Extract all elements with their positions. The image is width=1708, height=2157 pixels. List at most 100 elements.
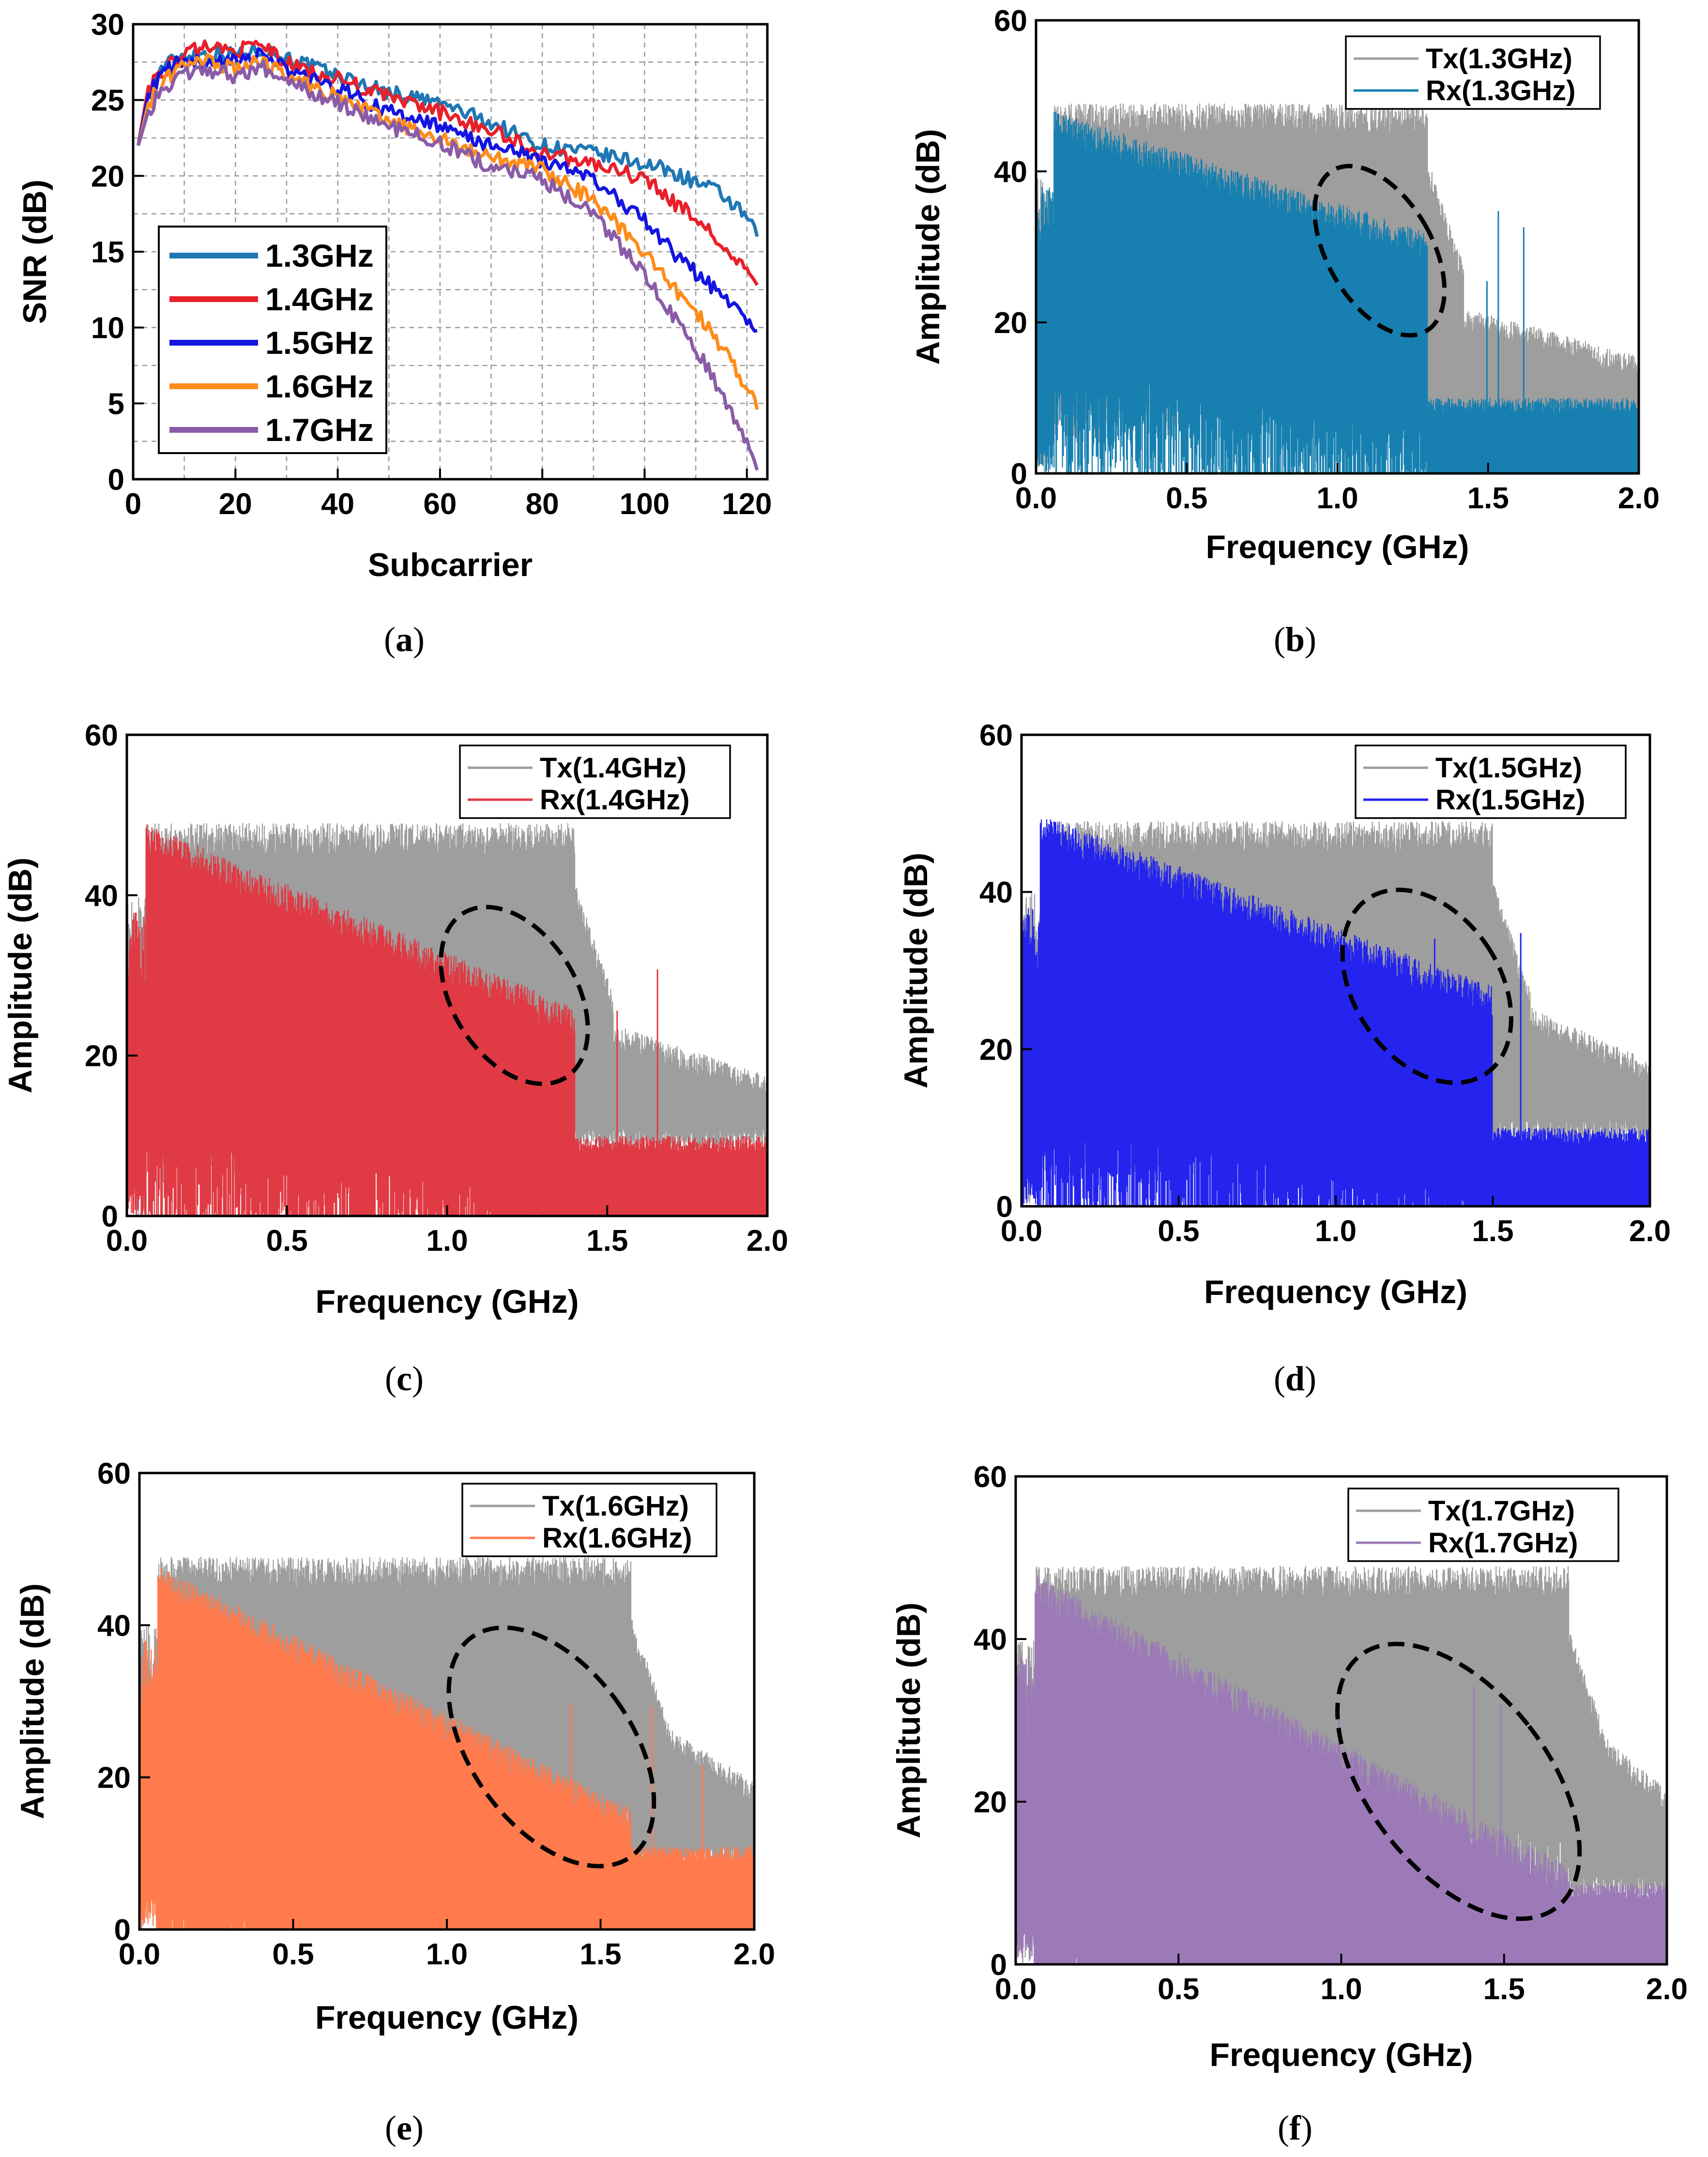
panel-caption: (a): [384, 620, 425, 659]
legend-label-tx: Tx(1.6GHz): [542, 1490, 689, 1522]
y-axis-label: Amplitude (dB): [2, 857, 39, 1093]
legend-label: 1.7GHz: [265, 412, 374, 448]
legend: Tx(1.5GHz)Rx(1.5GHz): [1355, 744, 1627, 819]
panel-f: 0.0 0.5 1.0 1.5 2.0 0 20 40 60 Frequency (GHz) Amp…: [890, 1460, 1688, 2147]
legend-label-rx: Rx(1.6GHz): [542, 1522, 692, 1554]
panel-caption: (f): [1278, 2109, 1312, 2147]
panel-d: 0.0 0.5 1.0 1.5 2.0 0 20 40 60 Frequency (GHz) Amp…: [898, 719, 1671, 1398]
rx-spectrum: [127, 824, 767, 1216]
x-tick-label: 1.5: [1472, 1215, 1513, 1248]
x-tick-label: 100: [620, 487, 670, 521]
legend-box: [1355, 744, 1627, 819]
caption-open: (: [385, 2109, 396, 2147]
y-tick-label: 15: [91, 236, 124, 269]
caption-close: ): [413, 620, 425, 659]
x-tick-label: 2.0: [1646, 1973, 1688, 2006]
caption-letter: f: [1289, 2109, 1301, 2147]
y-axis-label: Amplitude (dB): [14, 1583, 51, 1819]
x-tick-label: 1.0: [1316, 482, 1358, 515]
y-tick-label: 0: [1011, 457, 1027, 491]
x-tick-label: 1.0: [1315, 1215, 1357, 1248]
legend-label-tx: Tx(1.4GHz): [540, 752, 686, 784]
y-axis-label: Amplitude (dB): [910, 129, 946, 365]
legend-box: [459, 744, 731, 819]
legend-label-tx: Tx(1.7GHz): [1428, 1495, 1575, 1527]
x-axis-label: Frequency (GHz): [1205, 529, 1469, 565]
caption-close: ): [1305, 620, 1316, 659]
y-tick-label: 40: [994, 155, 1027, 189]
legend-label-rx: Rx(1.3GHz): [1426, 75, 1575, 106]
panel-caption: (b): [1274, 620, 1316, 659]
y-tick-label: 0: [102, 1200, 118, 1233]
x-tick-label: 1.0: [426, 1938, 468, 1971]
rx-spectrum: [1022, 819, 1650, 1206]
caption-open: (: [384, 620, 396, 659]
x-axis-label: Frequency (GHz): [315, 1283, 579, 1320]
x-tick-label: 1.0: [426, 1224, 468, 1258]
caption-close: ): [412, 2109, 424, 2147]
x-tick-label: 2.0: [1629, 1215, 1671, 1248]
x-tick-label: 0.0: [1015, 482, 1057, 515]
x-tick-label: 0.0: [106, 1224, 148, 1258]
rx-spectrum: [1016, 1577, 1667, 1964]
dashed-ellipse-annotation: [446, 1625, 656, 1868]
x-tick-label: 1.5: [1467, 482, 1509, 515]
y-tick-label: 40: [974, 1623, 1007, 1656]
caption-open: (: [1278, 2109, 1289, 2147]
y-tick-label: 0: [108, 463, 124, 497]
y-tick-label: 20: [974, 1786, 1007, 1819]
legend-label: 1.3GHz: [265, 238, 374, 273]
x-tick-label: 1.5: [1483, 1973, 1525, 2006]
y-tick-label: 20: [91, 160, 124, 193]
dashed-ellipse-annotation: [439, 905, 590, 1086]
legend-label: 1.5GHz: [265, 325, 374, 361]
panel-caption: (e): [385, 2109, 424, 2147]
caption-letter: a: [396, 620, 413, 659]
y-tick-label: 25: [91, 84, 124, 118]
x-tick-label: 0.0: [995, 1973, 1037, 2006]
series-line-1.4GHz: [137, 39, 759, 286]
spectrum-data: [1016, 1565, 1667, 1964]
legend-box: [1347, 1488, 1619, 1562]
x-axis-label: Frequency (GHz): [1209, 2036, 1473, 2073]
spectrum-data: [1036, 103, 1639, 473]
y-axis-label: SNR (dB): [16, 180, 53, 324]
legend: Tx(1.7GHz)Rx(1.7GHz): [1347, 1488, 1619, 1562]
panel-caption: (d): [1274, 1359, 1316, 1398]
x-axis-label: Frequency (GHz): [1204, 1274, 1467, 1310]
dashed-ellipse-annotation: [1312, 164, 1447, 338]
spectrum-data: [127, 823, 767, 1216]
legend-label-rx: Rx(1.7GHz): [1428, 1527, 1578, 1559]
panel-caption: (c): [385, 1359, 424, 1398]
spectrum-data: [139, 1557, 754, 1929]
y-tick-label: 10: [91, 312, 124, 345]
x-tick-label: 2.0: [1618, 482, 1660, 515]
rx-spectrum: [139, 1568, 754, 1929]
caption-letter: c: [396, 1359, 412, 1398]
caption-close: ): [412, 1359, 424, 1398]
legend: 1.3GHz 1.4GHz 1.5GHz 1.6GHz 1.7GHz: [158, 226, 387, 454]
series-line-1.7GHz: [137, 59, 759, 471]
caption-open: (: [1274, 1359, 1285, 1398]
y-tick-label: 60: [974, 1460, 1007, 1494]
legend-label: 1.6GHz: [265, 368, 374, 404]
x-tick-label: 1.0: [1320, 1973, 1362, 2006]
x-tick-label: 0.5: [1158, 1215, 1199, 1248]
x-tick-label: 0.5: [1158, 1973, 1199, 2006]
x-tick-label: 120: [722, 487, 772, 521]
panel-e: 0.0 0.5 1.0 1.5 2.0 0 20 40 60 Frequency (GHz) Amp…: [14, 1457, 775, 2147]
y-tick-label: 30: [91, 8, 124, 42]
legend: Tx(1.3GHz)Rx(1.3GHz): [1345, 35, 1601, 110]
y-tick-label: 0: [991, 1948, 1007, 1982]
legend-label-rx: Rx(1.5GHz): [1435, 784, 1585, 816]
legend: Tx(1.6GHz)Rx(1.6GHz): [461, 1483, 717, 1557]
caption-open: (: [1274, 620, 1285, 659]
x-axis-label: Subcarrier: [368, 547, 533, 583]
caption-letter: b: [1285, 620, 1305, 659]
y-tick-label: 0: [996, 1190, 1013, 1224]
x-tick-label: 0.0: [119, 1938, 160, 1971]
legend: Tx(1.4GHz)Rx(1.4GHz): [459, 744, 731, 819]
x-tick-label: 20: [219, 487, 252, 521]
y-tick-label: 60: [994, 4, 1027, 38]
